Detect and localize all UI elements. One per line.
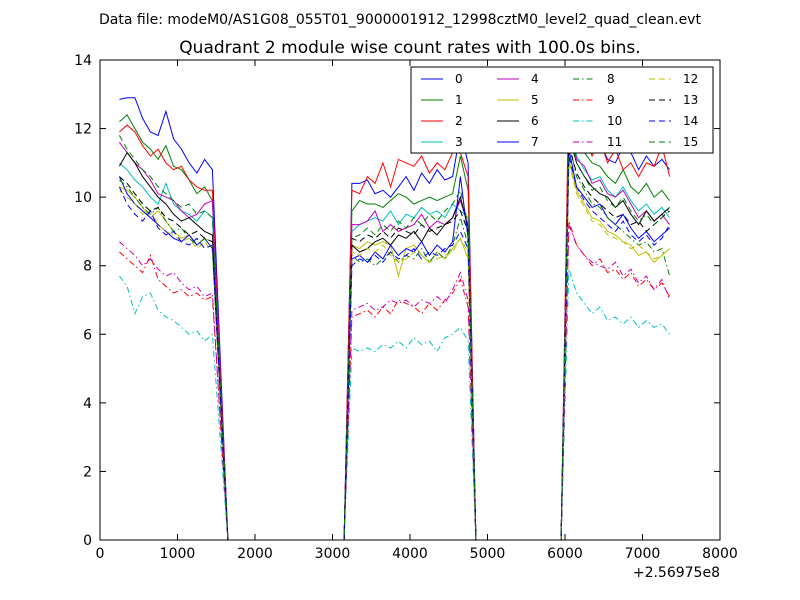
legend-label-9: 9 bbox=[607, 93, 615, 107]
series-line-15 bbox=[118, 128, 671, 541]
legend-label-5: 5 bbox=[531, 93, 539, 107]
legend-label-11: 11 bbox=[607, 135, 622, 149]
y-tick-label: 14 bbox=[74, 53, 92, 69]
x-tick-label: 5000 bbox=[470, 546, 506, 562]
series-line-4 bbox=[118, 121, 671, 541]
series-line-9 bbox=[119, 220, 671, 541]
y-tick-label: 6 bbox=[83, 327, 92, 343]
x-tick-label: 8000 bbox=[702, 546, 738, 562]
chart-suptitle: Data file: modeM0/AS1G08_055T01_90000019… bbox=[99, 12, 701, 28]
y-tick-label: 0 bbox=[83, 533, 92, 549]
y-tick-label: 2 bbox=[83, 464, 92, 480]
x-tick-label: 3000 bbox=[315, 546, 351, 562]
legend-label-7: 7 bbox=[531, 135, 539, 149]
y-tick-label: 8 bbox=[83, 259, 92, 275]
y-tick-label: 10 bbox=[74, 190, 92, 206]
legend-label-13: 13 bbox=[683, 93, 698, 107]
x-tick-label: 0 bbox=[96, 546, 105, 562]
ticks-layer: 0 1000 2000 3000 4000 5000 6000 7000 80000246810… bbox=[74, 53, 738, 562]
legend-label-8: 8 bbox=[607, 72, 615, 86]
legend-label-3: 3 bbox=[455, 135, 463, 149]
x-tick-label: 2000 bbox=[237, 546, 273, 562]
x-offset-label: +2.56975e8 bbox=[633, 565, 720, 581]
series-line-1 bbox=[119, 114, 671, 541]
series-line-6 bbox=[118, 135, 670, 541]
chart-title: Quadrant 2 module wise count rates with … bbox=[179, 38, 640, 58]
legend-box bbox=[410, 66, 714, 154]
series-line-12 bbox=[119, 162, 670, 541]
legend-label-10: 10 bbox=[607, 114, 622, 128]
series-line-5 bbox=[119, 159, 670, 541]
legend-label-2: 2 bbox=[455, 114, 463, 128]
series-line-13 bbox=[119, 145, 670, 541]
legend-label-6: 6 bbox=[531, 114, 539, 128]
y-tick-label: 4 bbox=[83, 396, 92, 412]
series-layer bbox=[118, 80, 671, 541]
series-line-8 bbox=[119, 142, 671, 541]
x-tick-label: 7000 bbox=[625, 546, 661, 562]
y-tick-label: 12 bbox=[74, 122, 92, 138]
legend-label-1: 1 bbox=[455, 93, 463, 107]
series-line-0 bbox=[119, 97, 671, 541]
series-line-11 bbox=[119, 224, 671, 541]
legend-label-12: 12 bbox=[683, 72, 698, 86]
x-tick-label: 1000 bbox=[160, 546, 196, 562]
series-line-10 bbox=[118, 268, 671, 541]
legend-label-14: 14 bbox=[683, 114, 698, 128]
x-tick-label: 6000 bbox=[547, 546, 583, 562]
series-line-14 bbox=[118, 155, 671, 541]
legend-label-4: 4 bbox=[531, 72, 539, 86]
legend-label-0: 0 bbox=[455, 72, 463, 86]
x-tick-label: 4000 bbox=[392, 546, 428, 562]
legend-label-15: 15 bbox=[683, 135, 698, 149]
